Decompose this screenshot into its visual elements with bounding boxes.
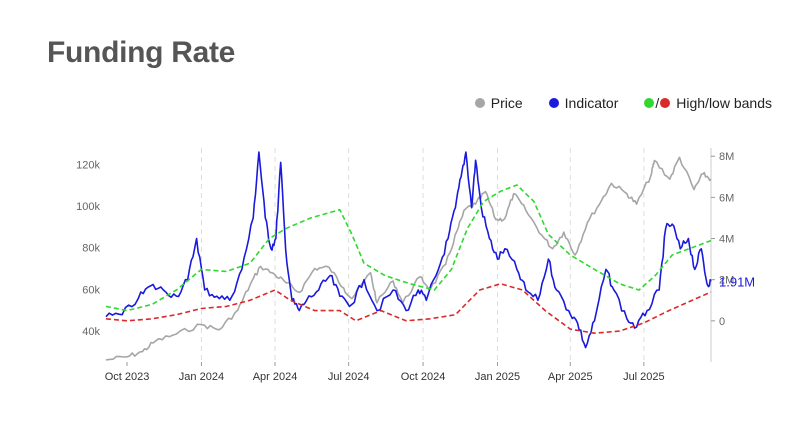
price-dot-icon bbox=[474, 98, 485, 108]
y-left-tick-label: 120k bbox=[76, 160, 100, 172]
x-tick-label: Jan 2024 bbox=[179, 371, 224, 383]
indicator-dot-icon bbox=[548, 98, 559, 108]
chart-area: Oct 2023 Jan 2024 Apr 2024 Jul 2024 Oct 2024… bbox=[58, 140, 760, 398]
price-series-line bbox=[105, 156, 712, 361]
y-right-tick-label: 4M bbox=[719, 234, 734, 246]
x-tick-label: Jul 2025 bbox=[623, 371, 665, 383]
y-right-tick-label: 0 bbox=[719, 316, 725, 328]
legend-label-price: Price bbox=[490, 95, 523, 111]
y-left-tick-label: 40k bbox=[82, 326, 100, 338]
indicator-series-line bbox=[105, 151, 712, 349]
legend-item-indicator[interactable]: Indicator bbox=[548, 95, 619, 111]
x-tick-label: Jan 2025 bbox=[475, 371, 520, 383]
x-tick-label: Apr 2025 bbox=[548, 371, 593, 383]
high-band-dot-icon bbox=[644, 98, 655, 108]
y-right-tick-label: 2M bbox=[719, 275, 734, 287]
legend-item-bands[interactable]: / High/low bands bbox=[644, 95, 772, 111]
x-tick-label: Oct 2024 bbox=[401, 371, 446, 383]
x-tick-label: Oct 2023 bbox=[105, 371, 150, 383]
y-left-tick-label: 80k bbox=[82, 243, 100, 255]
y-right-tick-label: 8M bbox=[719, 151, 734, 163]
legend-label-bands: High/low bands bbox=[676, 95, 772, 111]
funding-rate-chart[interactable]: Oct 2023 Jan 2024 Apr 2024 Jul 2024 Oct 2024… bbox=[58, 140, 760, 398]
low-band-series-line bbox=[105, 283, 712, 334]
x-tick-label: Apr 2024 bbox=[253, 371, 298, 383]
high-band-series-line bbox=[105, 184, 712, 312]
y-left-tick-label: 100k bbox=[76, 201, 100, 213]
legend-label-indicator: Indicator bbox=[564, 95, 619, 111]
low-band-dot-icon bbox=[660, 98, 671, 108]
legend-item-price[interactable]: Price bbox=[474, 95, 523, 111]
y-right-tick-label: 6M bbox=[719, 192, 734, 204]
indicator-last-value-label: 1.91M bbox=[719, 275, 755, 290]
chart-legend: Price Indicator / High/low bands bbox=[474, 95, 772, 111]
legend-slash: / bbox=[655, 95, 660, 111]
page-title: Funding Rate bbox=[47, 36, 236, 69]
x-tick-label: Jul 2024 bbox=[328, 371, 370, 383]
y-left-tick-label: 60k bbox=[82, 284, 100, 296]
